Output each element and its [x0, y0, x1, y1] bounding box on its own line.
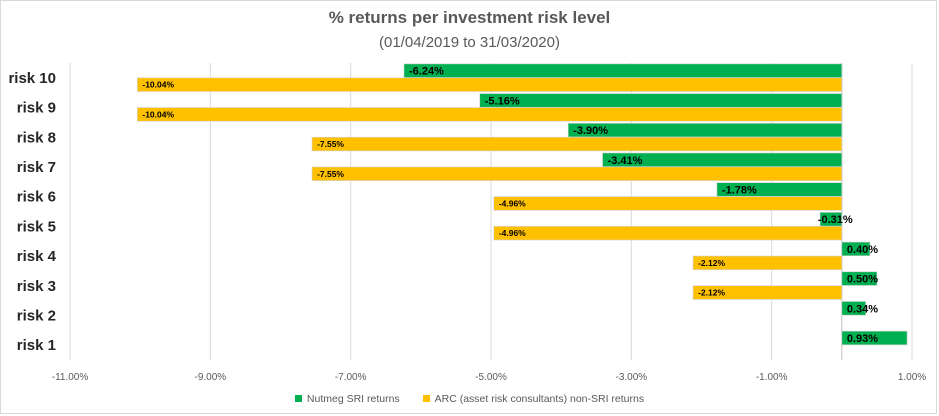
x-tick-label: -7.00%	[335, 372, 367, 383]
bar-nutmeg	[841, 271, 878, 286]
x-tick-label: 1.00%	[898, 372, 926, 383]
bar-nutmeg	[567, 122, 843, 138]
bar-arc	[493, 196, 843, 211]
legend-label-arc: ARC (asset risk consultants) non-SRI ret…	[434, 393, 645, 405]
bar-arc	[493, 226, 843, 241]
legend-swatch-arc	[422, 395, 430, 402]
x-tick-label: -1.00%	[756, 372, 788, 383]
data-label-arc: -2.12%	[698, 288, 725, 298]
x-tick-label: -3.00%	[615, 372, 647, 383]
bar-arc	[137, 77, 843, 92]
data-label-arc: -7.55%	[317, 169, 344, 179]
category-label: risk 5	[17, 218, 56, 235]
chart-subtitle: (01/04/2019 to 31/03/2020)	[379, 34, 560, 51]
data-label-nutmeg: 0.40%	[847, 244, 878, 256]
category-label: risk 1	[17, 337, 56, 354]
category-label: risk 2	[17, 307, 56, 324]
data-label-nutmeg: -5.16%	[485, 95, 520, 107]
data-label-nutmeg: 0.93%	[847, 333, 878, 345]
category-label: risk 3	[17, 278, 56, 295]
chart-title: % returns per investment risk level	[328, 8, 611, 27]
category-label: risk 4	[17, 248, 57, 265]
category-label: risk 9	[17, 100, 56, 117]
data-label-arc: -4.96%	[499, 199, 526, 209]
data-label-nutmeg: -1.78%	[722, 184, 757, 196]
legend-item-arc: ARC (asset risk consultants) non-SRI ret…	[422, 393, 645, 405]
data-label-nutmeg: 0.34%	[847, 303, 878, 315]
x-tick-label: -11.00%	[52, 372, 89, 383]
data-label-arc: -10.04%	[142, 80, 174, 90]
data-label-arc: -10.04%	[142, 109, 174, 119]
data-label-nutmeg: 0.50%	[847, 274, 878, 286]
legend-swatch-nutmeg	[294, 395, 302, 402]
category-label: risk 8	[17, 129, 56, 146]
x-tick-label: -9.00%	[194, 372, 226, 383]
data-label-nutmeg: -6.24%	[409, 66, 444, 78]
category-label: risk 6	[17, 189, 56, 206]
bar-arc	[311, 166, 843, 181]
data-label-arc: -7.55%	[317, 139, 344, 149]
bars: -6.24% -10.04% -5.16% -10.04% -3.90% -7.55% -3…	[137, 63, 908, 346]
x-tick-label: -5.00%	[475, 372, 507, 383]
bar-nutmeg	[841, 330, 908, 346]
data-label-nutmeg: -3.41%	[608, 155, 643, 167]
bar-nutmeg	[841, 301, 866, 316]
x-axis-tick-labels: -11.00% -9.00% -7.00% -5.00% -3.00% -1.00% 1.0…	[52, 372, 927, 383]
bar-nutmeg	[479, 93, 843, 108]
legend-label-nutmeg: Nutmeg SRI returns	[306, 393, 400, 405]
bar-arc	[692, 285, 843, 300]
data-label-nutmeg: -0.31%	[818, 214, 853, 226]
legend-item-nutmeg: Nutmeg SRI returns	[294, 393, 400, 405]
legend: Nutmeg SRI returns ARC (asset risk consu…	[0, 393, 939, 405]
data-label-arc: -4.96%	[499, 228, 526, 238]
bar-arc	[311, 136, 843, 152]
bar-arc	[137, 107, 843, 122]
bar-nutmeg	[403, 63, 843, 78]
bar-nutmeg	[841, 241, 871, 257]
data-label-nutmeg: -3.90%	[573, 125, 608, 137]
category-label: risk 7	[17, 159, 56, 176]
bar-arc	[692, 255, 843, 271]
category-label: risk 10	[8, 70, 56, 87]
category-labels: risk 10 risk 9 risk 8 risk 7 risk 6 risk 5 ris…	[8, 70, 56, 354]
data-label-arc: -2.12%	[698, 258, 725, 268]
